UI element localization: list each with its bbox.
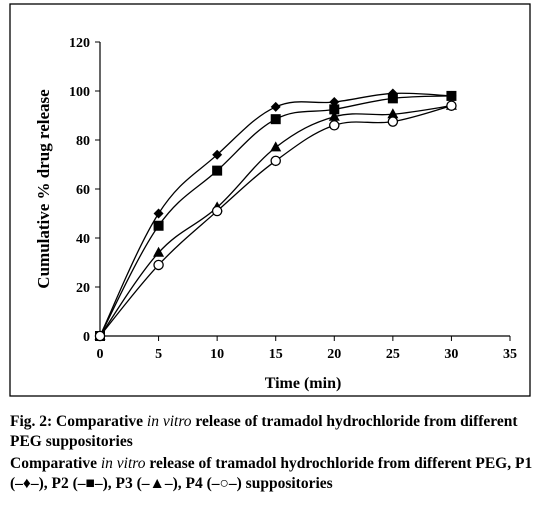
series-line-p2 [99, 95, 452, 337]
x-tick-label: 10 [210, 347, 224, 362]
release-chart: 0 5 10 15 20 25 30 35 0 20 40 60 80 100 120 Time (min)… [9, 3, 531, 397]
series-layer [94, 88, 457, 342]
y-tick-label: 80 [76, 134, 90, 149]
data-point-p2 [212, 165, 223, 176]
y-axis-label: Cumulative % drug release [34, 89, 53, 289]
data-point-p4 [270, 155, 281, 167]
y-tick-label: 120 [69, 36, 90, 51]
y-tick-label: 20 [76, 281, 90, 296]
data-point-p2 [446, 90, 457, 101]
x-tick-label: 30 [444, 347, 458, 362]
data-point-p1 [212, 149, 223, 160]
data-point-p2 [153, 220, 164, 231]
caption-line1-a: Fig. 2: Comparative [10, 413, 147, 430]
series-line-p4 [99, 105, 452, 337]
chart-frame [9, 3, 531, 397]
caption-line2-a: Comparative [10, 455, 101, 472]
y-tick-label: 100 [69, 85, 90, 100]
y-tick-label: 0 [83, 330, 90, 345]
data-point-p1 [270, 101, 281, 112]
figure-caption: Fig. 2: Comparative in vitro release of … [10, 412, 535, 452]
data-point-p2 [329, 104, 340, 115]
data-point-p4 [329, 120, 340, 131]
caption-line1-b: release of tramadol hydrochloride from d… [10, 413, 518, 450]
x-tick-label: 35 [503, 347, 517, 362]
caption-line2-b: release of tramadol hydrochloride from d… [10, 455, 533, 492]
data-point-p3 [387, 108, 399, 119]
data-point-p4 [387, 116, 399, 127]
y-tick-label: 40 [76, 232, 90, 247]
chart-svg: 0 5 10 15 20 25 30 35 0 20 40 60 80 100 120 Time (min)… [9, 3, 531, 397]
data-point-p4 [211, 205, 223, 217]
data-point-p2 [387, 93, 398, 104]
data-point-p2 [270, 114, 281, 125]
caption-line1-italic: in vitro [146, 413, 192, 430]
x-axis-label: Time (min) [265, 375, 342, 392]
series-line-p3 [99, 105, 452, 337]
figure-subcaption: Comparative in vitro release of tramadol… [10, 454, 535, 494]
x-tick-label: 5 [155, 347, 162, 362]
data-point-p1 [153, 208, 164, 219]
x-tick-label: 20 [327, 347, 341, 362]
axes: 0 5 10 15 20 25 30 35 0 20 40 60 80 100 120 [69, 36, 517, 362]
x-tick-label: 0 [97, 347, 104, 362]
data-point-p3 [270, 141, 282, 152]
x-tick-label: 25 [386, 347, 400, 362]
data-point-p3 [328, 110, 340, 121]
y-tick-label: 60 [76, 183, 90, 198]
data-point-p4 [153, 259, 164, 271]
data-point-p4 [94, 330, 106, 342]
data-point-p3 [153, 246, 165, 257]
data-point-p4 [446, 100, 457, 111]
caption-line2-italic: in vitro [100, 455, 146, 472]
x-tick-label: 15 [269, 347, 283, 362]
series-line-p1 [99, 92, 452, 337]
